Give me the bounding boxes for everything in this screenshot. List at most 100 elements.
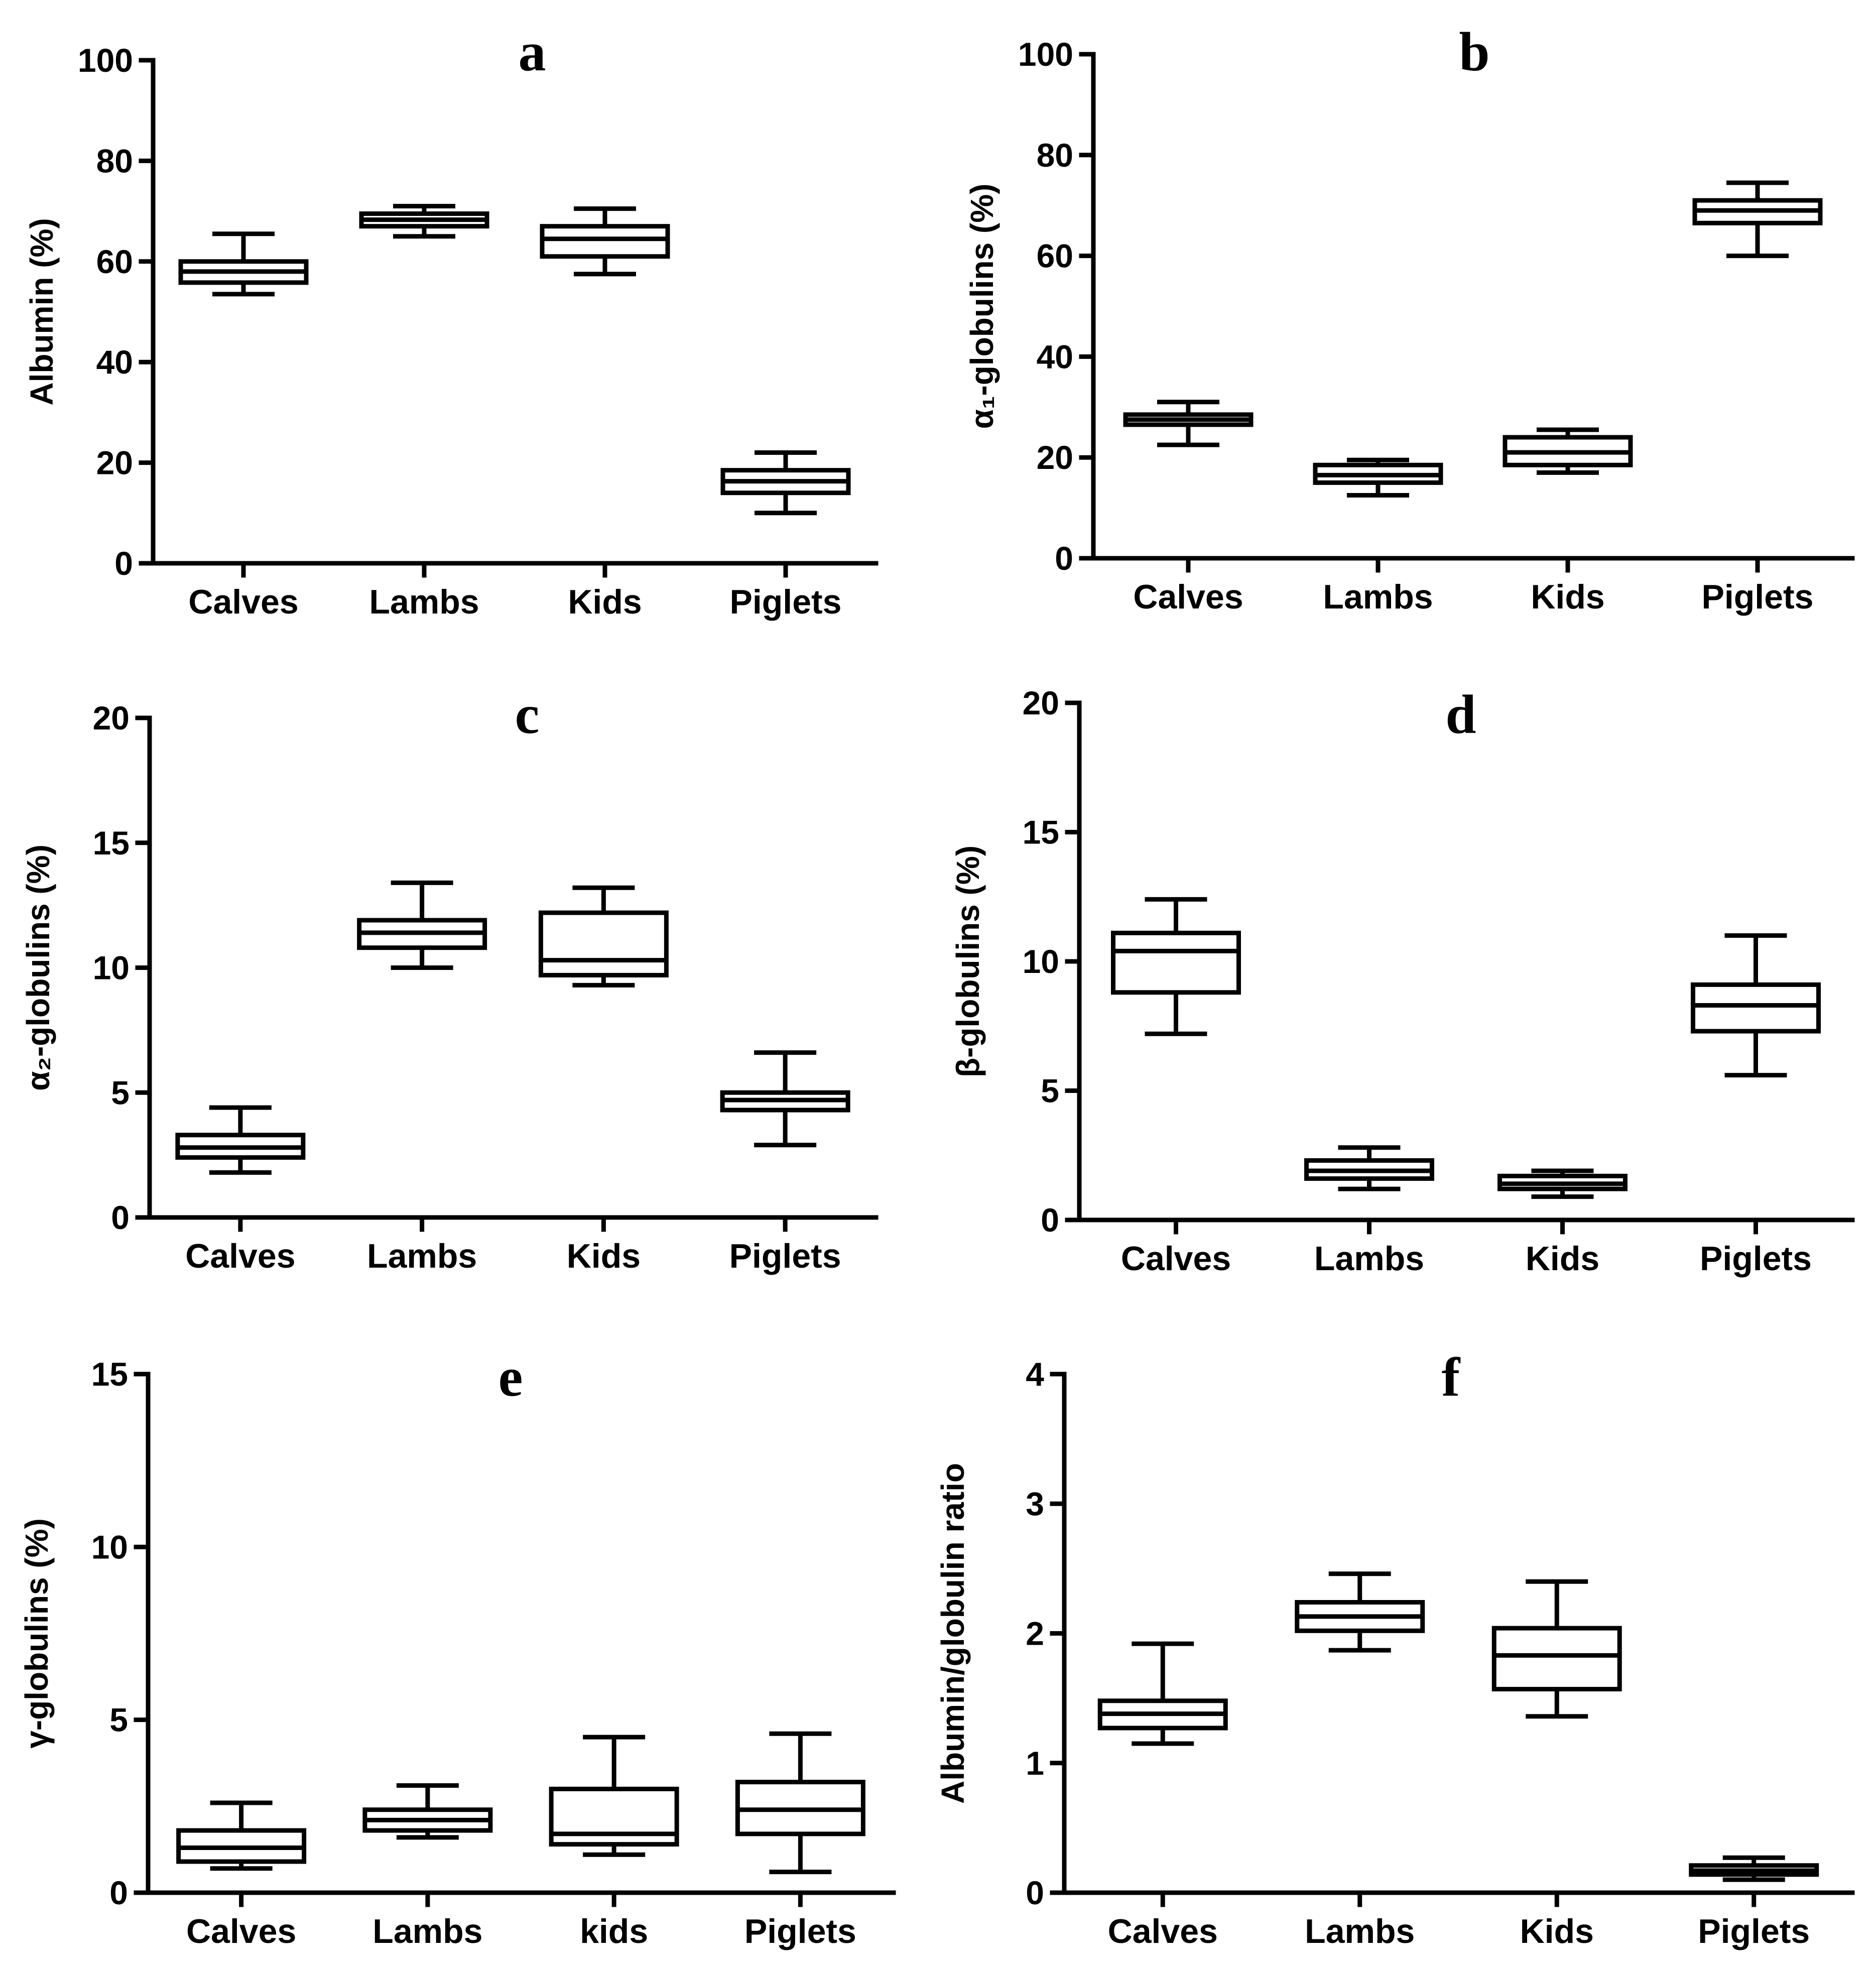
iqr-box (1491, 1626, 1622, 1692)
category-label: Kids (1531, 578, 1604, 616)
y-tick-label: 5 (109, 1701, 128, 1739)
y-axis-title: Albumin/globulin ratio (935, 1463, 971, 1804)
category-label: Calves (1108, 1912, 1218, 1950)
box-calves (1111, 897, 1241, 1036)
panel-letter: d (1445, 684, 1476, 745)
y-tick-label: 20 (96, 444, 133, 481)
y-tick-label: 3 (1026, 1485, 1044, 1522)
box-calves (1123, 400, 1254, 447)
y-tick-label: 60 (96, 243, 133, 280)
category-label: Piglets (1698, 1912, 1810, 1950)
panel-letter: f (1442, 1346, 1461, 1408)
y-tick-label: 100 (1018, 36, 1073, 73)
box-piglets (720, 450, 851, 516)
y-tick-label: 10 (1023, 943, 1059, 980)
category-label: Piglets (729, 1237, 841, 1275)
y-tick-label: 10 (93, 949, 130, 987)
box-kids (549, 1735, 679, 1857)
y-tick-label: 5 (111, 1074, 130, 1111)
y-tick-label: 20 (1037, 439, 1073, 476)
category-label: Calves (188, 583, 298, 621)
category-label: Piglets (730, 583, 842, 621)
category-label: Calves (1133, 578, 1243, 616)
y-axis-title: α₁-globulins (%) (964, 184, 1000, 429)
box-calves (1097, 1641, 1228, 1746)
y-tick-label: 60 (1037, 237, 1073, 275)
iqr-box (1111, 930, 1241, 995)
panel-letter: b (1459, 21, 1489, 82)
y-tick-label: 0 (1026, 1874, 1044, 1911)
box-calves (176, 1800, 307, 1871)
panel-letter: c (515, 684, 540, 745)
category-label: Calves (1121, 1240, 1231, 1278)
category-label: Lambs (367, 1237, 477, 1275)
iqr-box (540, 224, 670, 259)
category-label: Kids (1526, 1240, 1599, 1278)
box-kids (1491, 1579, 1622, 1719)
panel-e: 0 5 10 15 γ-globulins (%) e Calves Lambs kids Pig… (19, 1346, 896, 1950)
box-piglets (1692, 180, 1823, 259)
category-label: Piglets (744, 1912, 856, 1950)
panel-d: 0 5 10 15 20 β-globulins (%) d Calves Lambs Kids P… (950, 684, 1855, 1278)
box-kids (1497, 1168, 1628, 1199)
y-axis-title: β-globulins (%) (950, 845, 986, 1077)
y-tick-label: 10 (91, 1528, 128, 1565)
y-tick-label: 40 (1037, 338, 1073, 375)
y-axis-title: γ-globulins (%) (19, 1518, 55, 1749)
box-kids (538, 885, 669, 988)
box-kids (1503, 427, 1633, 475)
y-tick-label: 0 (1055, 540, 1073, 577)
y-tick-label: 0 (1041, 1201, 1059, 1239)
box-piglets (1691, 933, 1821, 1078)
box-lambs (359, 204, 489, 239)
y-tick-label: 1 (1026, 1745, 1044, 1782)
box-piglets (720, 1050, 850, 1148)
y-axis-title: α₂-globulins (%) (20, 844, 56, 1091)
panel-f: 0 1 2 3 4 Albumin/globulin ratio f Calves Lambs K… (935, 1346, 1855, 1950)
y-tick-label: 20 (1023, 684, 1059, 721)
y-tick-label: 15 (1023, 814, 1059, 851)
y-tick-label: 5 (1041, 1072, 1059, 1110)
category-label: Piglets (1702, 578, 1814, 616)
y-tick-label: 2 (1026, 1615, 1044, 1652)
panel-b: 0 20 40 60 80 100 α₁-globulins (%) b Calves Lambs… (964, 21, 1855, 616)
category-label: Lambs (1305, 1912, 1415, 1950)
category-label: Lambs (1323, 578, 1433, 616)
box-lambs (1313, 457, 1443, 498)
category-label: Kids (568, 583, 642, 621)
category-label: kids (580, 1912, 648, 1950)
category-label: Kids (1520, 1912, 1594, 1950)
y-tick-label: 0 (114, 545, 133, 582)
category-label: Calves (185, 1237, 295, 1275)
box-lambs (1295, 1571, 1425, 1653)
box-lambs (1304, 1145, 1434, 1191)
category-label: Kids (567, 1237, 641, 1275)
y-tick-label: 100 (78, 42, 133, 79)
box-calves (175, 1105, 306, 1175)
y-tick-label: 20 (93, 699, 130, 736)
y-tick-label: 15 (93, 824, 130, 862)
category-label: Lambs (1314, 1240, 1424, 1278)
box-lambs (357, 880, 487, 970)
panel-a: 0 20 40 60 80 100 Albumin (%) a Calves Lambs Kids P… (24, 21, 879, 621)
box-calves (178, 231, 309, 297)
y-tick-label: 80 (96, 142, 133, 179)
category-label: Lambs (372, 1912, 482, 1950)
iqr-box (1691, 982, 1821, 1034)
panel-letter: e (498, 1346, 523, 1408)
category-label: Calves (186, 1912, 296, 1950)
y-axis-title: Albumin (%) (24, 218, 60, 405)
panel-c: 0 5 10 15 20 α₂-globulins (%) c Calves Lambs Kids… (20, 684, 879, 1275)
y-tick-label: 0 (111, 1199, 130, 1236)
y-tick-label: 40 (96, 343, 133, 381)
box-kids (540, 206, 670, 277)
box-piglets (735, 1731, 865, 1875)
category-label: Piglets (1700, 1240, 1812, 1278)
category-label: Lambs (369, 583, 479, 621)
iqr-box (538, 910, 669, 977)
y-tick-label: 0 (109, 1874, 128, 1911)
box-piglets (1689, 1855, 1819, 1882)
box-lambs (362, 1783, 493, 1840)
